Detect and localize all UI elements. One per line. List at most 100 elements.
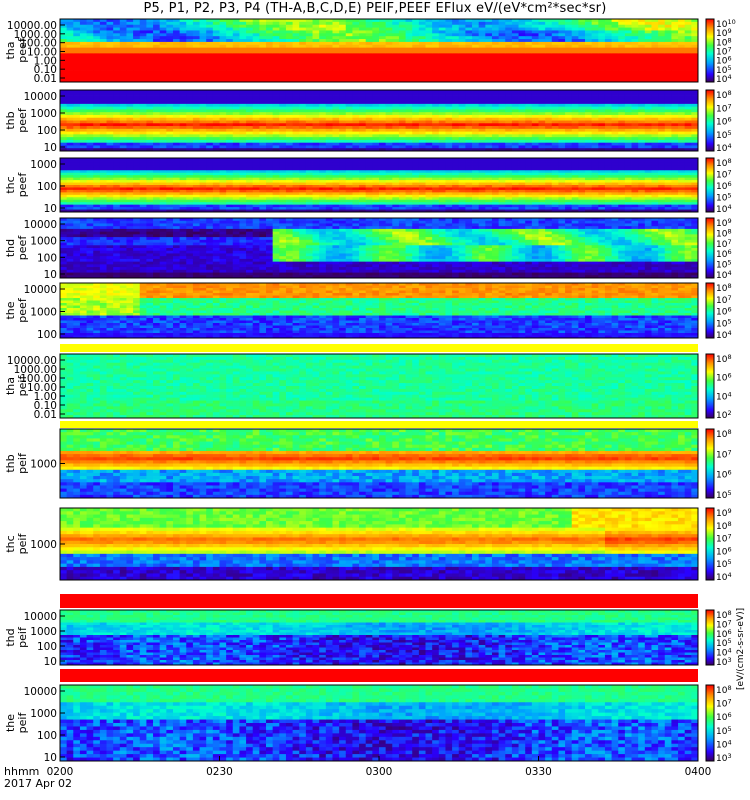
heatmap-cell xyxy=(173,168,180,171)
heatmap-cell xyxy=(598,62,605,65)
heatmap-cell xyxy=(213,165,220,168)
heatmap-cell xyxy=(140,190,147,193)
heatmap-cell xyxy=(239,93,246,96)
heatmap-cell xyxy=(572,123,579,126)
heatmap-cell xyxy=(392,123,399,126)
heatmap-cell xyxy=(691,65,698,68)
heatmap-cell xyxy=(286,129,293,132)
heatmap-cell xyxy=(558,65,565,68)
heatmap-cell xyxy=(246,185,253,188)
heatmap-cell xyxy=(133,68,140,71)
heatmap-cell xyxy=(552,25,559,28)
heatmap-cell xyxy=(246,22,253,25)
heatmap-cell xyxy=(618,71,625,74)
heatmap-cell xyxy=(133,180,140,183)
heatmap-cell xyxy=(372,126,379,129)
heatmap-cell xyxy=(519,112,526,115)
heatmap-cell xyxy=(180,73,187,76)
heatmap-cell xyxy=(306,76,313,79)
heatmap-cell xyxy=(379,28,386,31)
heatmap-cell xyxy=(359,45,366,48)
heatmap-cell xyxy=(412,30,419,33)
heatmap-cell xyxy=(372,140,379,143)
heatmap-cell xyxy=(445,59,452,62)
heatmap-cell xyxy=(213,59,220,62)
heatmap-cell xyxy=(100,190,107,193)
heatmap-cell xyxy=(253,123,260,126)
heatmap-cell xyxy=(153,145,160,148)
heatmap-cell xyxy=(565,71,572,74)
heatmap-cell xyxy=(60,202,67,205)
heatmap-cell xyxy=(180,33,187,36)
heatmap-cell xyxy=(140,25,147,28)
heatmap-cell xyxy=(100,143,107,146)
heatmap-cell xyxy=(419,42,426,45)
heatmap-cell xyxy=(472,56,479,59)
heatmap-cell xyxy=(379,145,386,148)
heatmap-cell xyxy=(499,71,506,74)
heatmap-cell xyxy=(346,22,353,25)
heatmap-cell xyxy=(306,51,313,54)
heatmap-cell xyxy=(93,170,100,173)
heatmap-cell xyxy=(512,121,519,124)
heatmap-cell xyxy=(60,178,67,181)
heatmap-cell xyxy=(492,53,499,56)
heatmap-cell xyxy=(618,123,625,126)
heatmap-cell xyxy=(133,202,140,205)
heatmap-cell xyxy=(273,168,280,171)
heatmap-cell xyxy=(113,115,120,118)
heatmap-cell xyxy=(180,121,187,124)
heatmap-cell xyxy=(253,190,260,193)
heatmap-cell xyxy=(638,51,645,54)
heatmap-cell xyxy=(665,104,672,107)
heatmap-cell xyxy=(585,51,592,54)
heatmap-cell xyxy=(465,30,472,33)
heatmap-cell xyxy=(691,39,698,42)
heatmap-cell xyxy=(452,145,459,148)
heatmap-cell xyxy=(100,104,107,107)
heatmap-cell xyxy=(499,36,506,39)
heatmap-cell xyxy=(126,134,133,137)
heatmap-cell xyxy=(412,107,419,110)
heatmap-cell xyxy=(499,126,506,129)
heatmap-cell xyxy=(638,33,645,36)
heatmap-cell xyxy=(519,59,526,62)
heatmap-cell xyxy=(180,93,187,96)
heatmap-cell xyxy=(293,30,300,33)
heatmap-cell xyxy=(319,104,326,107)
heatmap-cell xyxy=(93,73,100,76)
heatmap-cell xyxy=(625,68,632,71)
heatmap-cell xyxy=(612,62,619,65)
heatmap-cell xyxy=(512,101,519,104)
heatmap-cell xyxy=(658,143,665,146)
heatmap-cell xyxy=(193,22,200,25)
heatmap-cell xyxy=(279,36,286,39)
heatmap-cell xyxy=(206,145,213,148)
heatmap-cell xyxy=(485,71,492,74)
heatmap-cell xyxy=(332,123,339,126)
heatmap-cell xyxy=(372,93,379,96)
heatmap-cell xyxy=(319,25,326,28)
heatmap-cell xyxy=(146,48,153,51)
heatmap-cell xyxy=(100,134,107,137)
heatmap-cell xyxy=(173,68,180,71)
heatmap-cell xyxy=(392,30,399,33)
heatmap-cell xyxy=(346,140,353,143)
heatmap-cell xyxy=(239,39,246,42)
heatmap-cell xyxy=(658,65,665,68)
heatmap-cell xyxy=(299,129,306,132)
heatmap-cell xyxy=(213,137,220,140)
heatmap-cell xyxy=(618,48,625,51)
heatmap-cell xyxy=(93,178,100,181)
heatmap-cell xyxy=(479,134,486,137)
heatmap-cell xyxy=(259,190,266,193)
heatmap-cell xyxy=(326,59,333,62)
heatmap-cell xyxy=(107,163,114,166)
heatmap-cell xyxy=(539,65,546,68)
heatmap-cell xyxy=(87,68,94,71)
heatmap-cell xyxy=(618,28,625,31)
heatmap-cell xyxy=(93,56,100,59)
heatmap-cell xyxy=(572,126,579,129)
heatmap-cell xyxy=(552,115,559,118)
heatmap-cell xyxy=(67,59,74,62)
